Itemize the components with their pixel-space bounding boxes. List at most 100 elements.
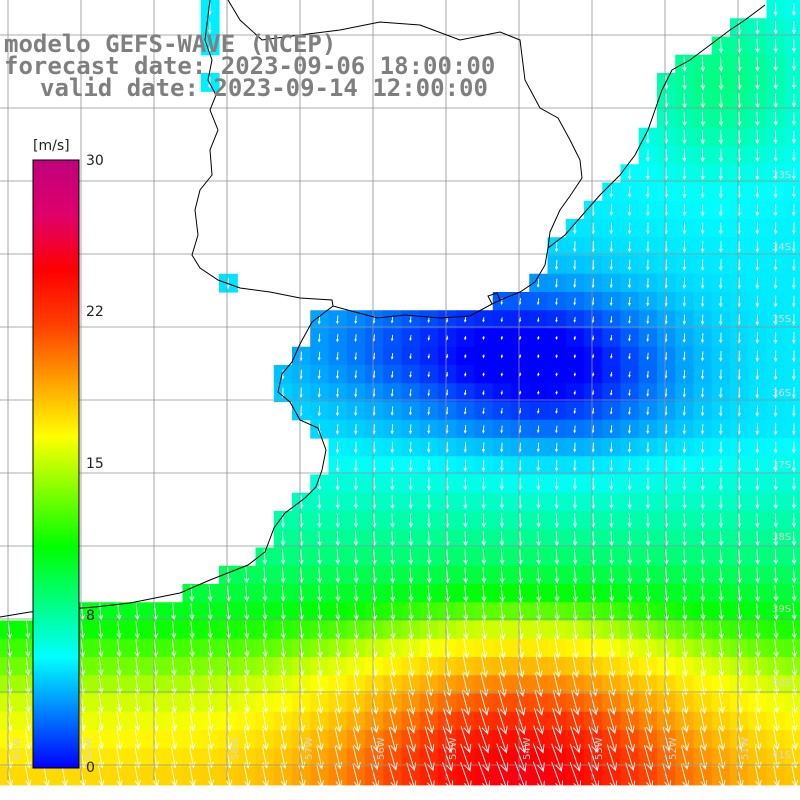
wind-arrow — [554, 477, 559, 491]
wind-arrow — [609, 620, 615, 640]
wind-arrow — [645, 149, 650, 163]
wind-arrow — [371, 691, 379, 715]
wind-arrow — [280, 656, 287, 677]
wind-arrow — [718, 710, 726, 733]
wind-arrow — [609, 316, 613, 324]
wind-arrow — [555, 317, 558, 323]
wind-arrow — [700, 441, 705, 454]
wind-arrow — [280, 585, 286, 603]
wind-arrow — [316, 764, 324, 788]
wind-arrow — [478, 725, 490, 754]
lon-label-52w: 52W — [668, 737, 679, 760]
wind-arrow — [98, 639, 104, 658]
wind-arrow — [773, 728, 780, 751]
wind-arrow — [354, 370, 358, 379]
wind-arrow — [171, 729, 178, 751]
wind-arrow — [316, 710, 324, 733]
wind-arrow — [553, 655, 561, 678]
wind-arrow — [609, 259, 613, 271]
wind-arrow — [244, 675, 250, 695]
wind-cell — [784, 584, 800, 603]
wind-arrow — [189, 765, 196, 788]
wind-arrow — [515, 707, 526, 735]
wind-arrow — [682, 388, 686, 398]
wind-arrow — [682, 56, 687, 72]
wind-arrow — [370, 763, 380, 789]
wind-arrow — [627, 259, 632, 271]
wind-arrow — [755, 674, 761, 695]
wind-arrow — [554, 495, 559, 510]
map-title: modelo GEFS-WAVE (NCEP) forecast date: 2… — [4, 30, 495, 102]
wind-arrow — [43, 765, 50, 788]
wind-arrow — [390, 353, 394, 360]
wind-arrow — [25, 747, 32, 769]
wind-arrow — [573, 335, 577, 341]
wind-arrow — [482, 407, 485, 415]
wind-arrow — [754, 764, 762, 788]
wind-arrow — [336, 370, 339, 380]
wind-arrow — [25, 639, 31, 658]
wind-arrow — [424, 762, 435, 790]
wind-arrow — [682, 513, 687, 528]
wind-arrow — [700, 549, 706, 566]
wind-arrow — [718, 459, 723, 473]
wind-arrow — [646, 334, 649, 343]
wind-arrow — [537, 372, 540, 377]
wind-arrow — [627, 549, 633, 566]
wind-arrow — [627, 602, 633, 621]
wind-arrow — [791, 39, 796, 53]
wind-arrow — [700, 185, 705, 199]
wind-arrow — [572, 655, 580, 678]
wind-arrow — [335, 423, 340, 435]
wind-arrow — [700, 405, 705, 417]
valid-date: valid date: 2023-09-14 12:00:00 — [40, 74, 488, 102]
wind-arrow — [700, 332, 705, 344]
wind-arrow — [699, 710, 707, 733]
wind-arrow — [791, 477, 796, 491]
wind-arrow — [773, 603, 779, 621]
wind-arrow — [755, 387, 760, 399]
longitude-labels: 61W 60W 58W 57W 56W 55W 54W 53W 52W 51W — [12, 737, 751, 760]
wind-arrow — [536, 567, 542, 584]
wind-arrow — [24, 765, 32, 788]
wind-arrow — [682, 549, 687, 566]
wind-arrow — [408, 655, 415, 678]
wind-arrow — [773, 710, 780, 732]
wind-arrow — [589, 708, 599, 735]
wind-arrow — [718, 259, 723, 272]
wind-arrow — [700, 477, 705, 491]
wind-arrow — [773, 405, 778, 418]
wind-arrow — [682, 222, 687, 235]
wind-arrow — [262, 549, 268, 565]
wind-arrow — [755, 423, 760, 436]
wind-arrow — [353, 620, 360, 640]
wind-arrow — [353, 513, 359, 528]
wind-arrow — [463, 549, 468, 566]
wind-arrow — [755, 111, 760, 127]
wind-arrow — [718, 222, 723, 235]
wind-arrow — [773, 495, 778, 510]
wind-arrow — [791, 585, 797, 603]
wind-arrow — [336, 315, 339, 325]
wind-arrow — [426, 549, 432, 566]
wind-arrow — [499, 567, 505, 584]
wind-arrow — [662, 763, 672, 789]
wind-arrow — [134, 729, 141, 751]
wind-arrow — [554, 241, 559, 253]
wind-arrow — [425, 690, 434, 716]
wind-arrow — [335, 459, 340, 473]
wind-arrow — [442, 762, 454, 790]
wind-arrow — [554, 513, 559, 528]
wind-arrow — [627, 584, 633, 603]
wind-cell — [784, 73, 800, 92]
colorbar-tick-30: 30 — [86, 153, 104, 169]
wind-arrow — [755, 692, 762, 714]
wind-arrow — [317, 477, 322, 491]
wind-arrow — [482, 317, 485, 323]
wind-arrow — [755, 204, 760, 217]
wind-arrow — [682, 495, 687, 510]
wind-arrow — [682, 602, 688, 621]
wind-arrow — [262, 728, 269, 751]
wind-arrow — [700, 620, 706, 640]
wind-arrow — [25, 657, 31, 677]
